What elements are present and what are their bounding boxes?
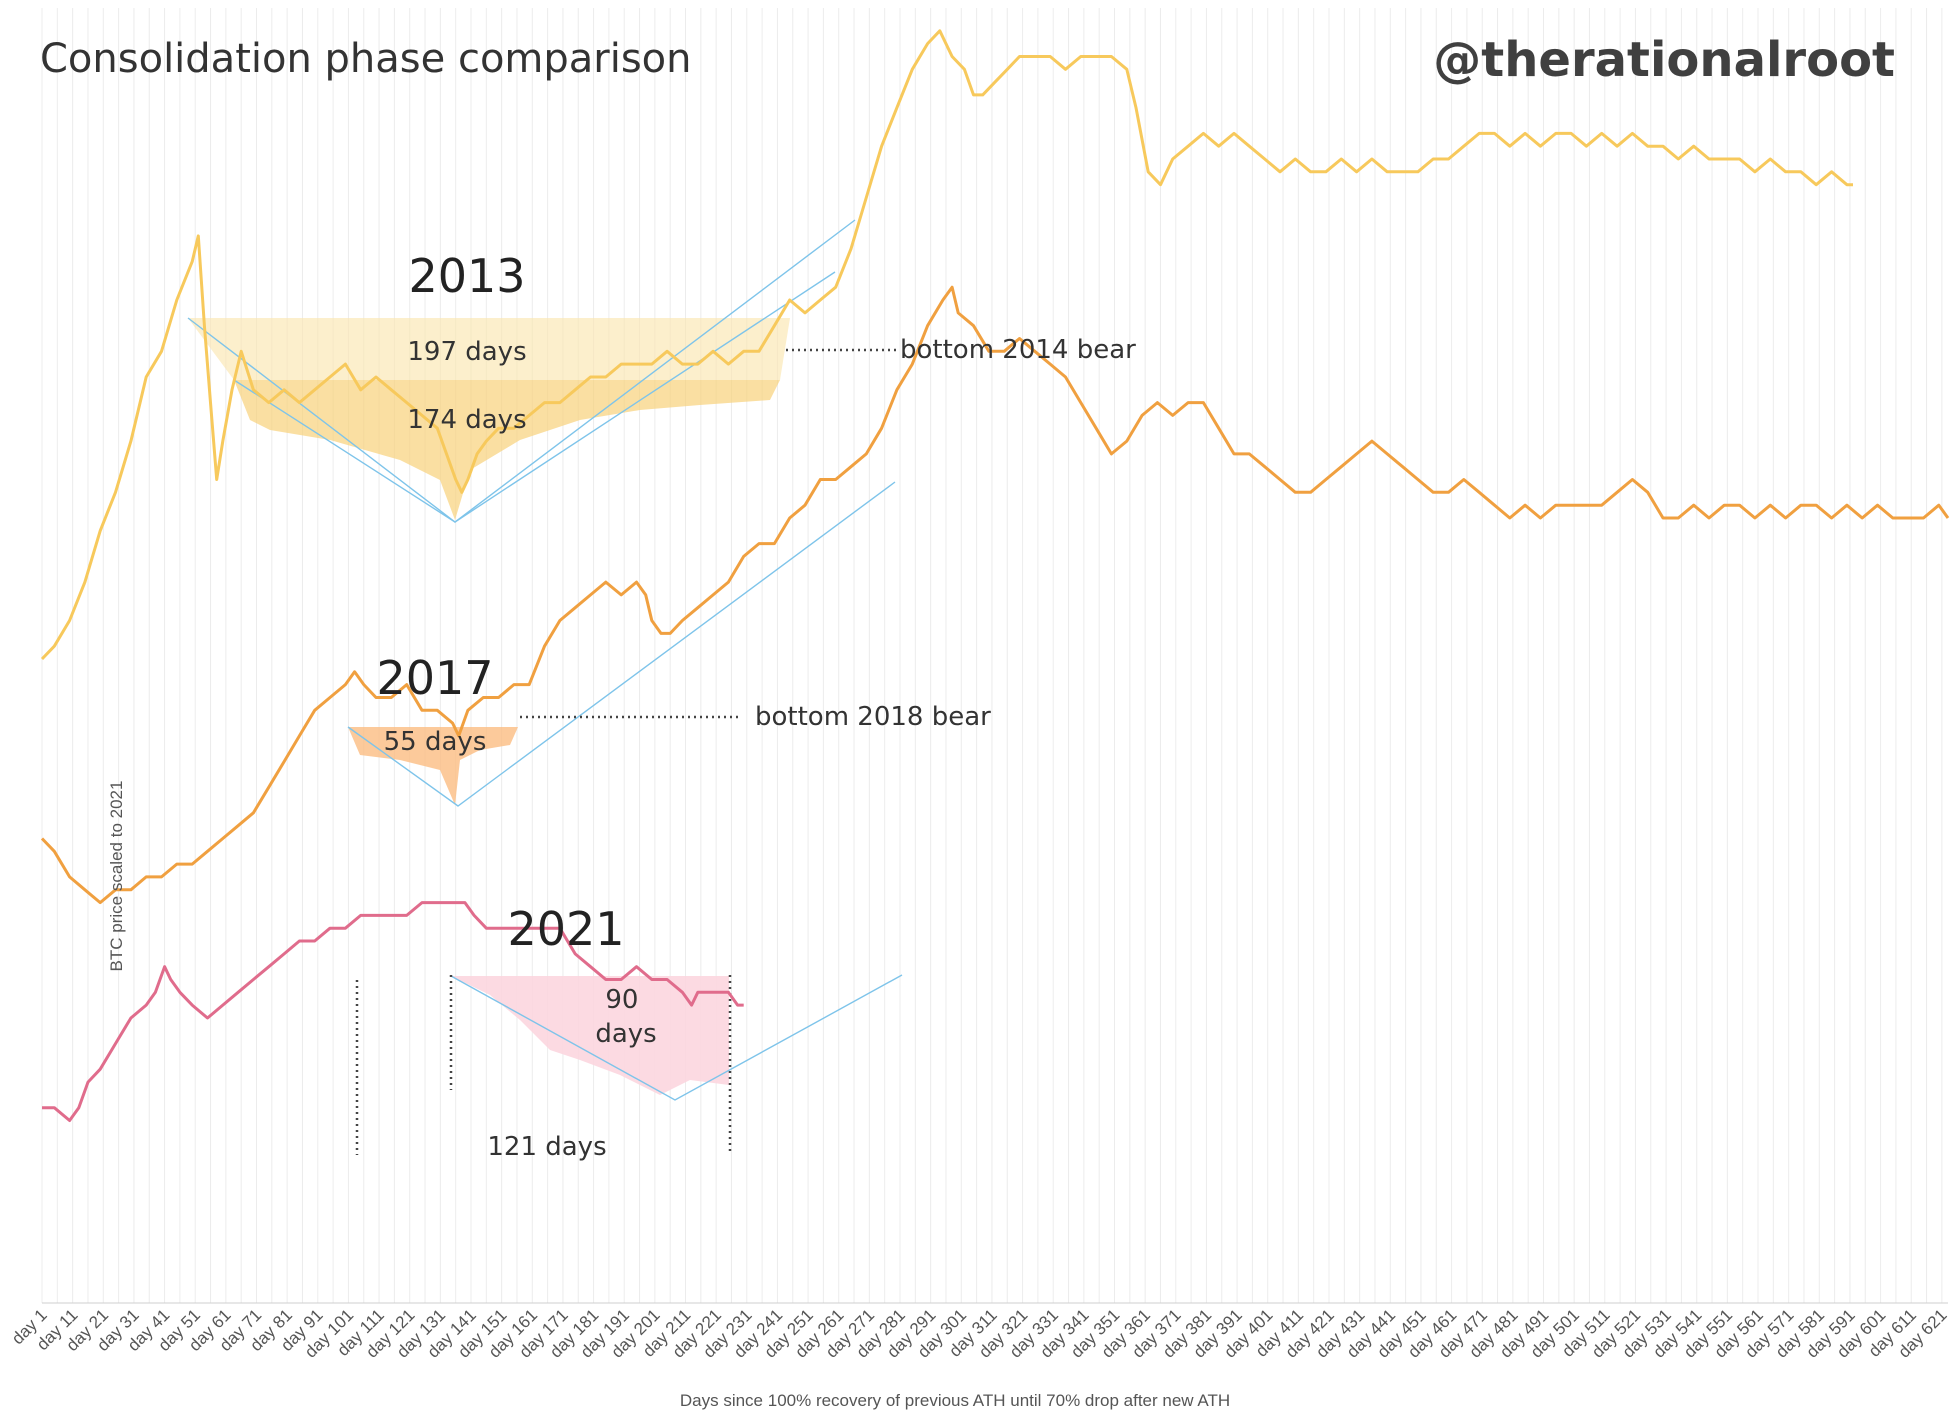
label-bottom-2014-bear: bottom 2014 bear	[900, 335, 1136, 365]
label-55-days: 55 days	[384, 727, 487, 757]
price-series	[40, 29, 1950, 1122]
guide-2017	[347, 481, 896, 807]
watermark-handle: @therationalroot	[1433, 32, 1895, 88]
label-2021: 2021	[507, 902, 624, 956]
y-axis-label: BTC price scaled to 2021	[107, 781, 126, 972]
series-line-2013	[40, 29, 1853, 661]
vertical-gridlines	[41, 8, 1948, 1304]
region-90-days	[451, 976, 729, 1095]
label-197-days: 197 days	[407, 337, 526, 367]
label-2013: 2013	[408, 249, 525, 303]
label-90-days-number: 90	[605, 985, 638, 1015]
label-121-days: 121 days	[487, 1132, 606, 1162]
label-90-days: 90 days	[595, 985, 656, 1049]
guide-2021	[450, 974, 903, 1101]
dotted-markers	[355, 348, 896, 1155]
x-axis-label: Days since 100% recovery of previous ATH…	[680, 1391, 1230, 1410]
label-2017: 2017	[376, 651, 493, 705]
guide-lines	[187, 219, 903, 1101]
series-line-2021	[42, 901, 744, 1122]
region-55-days	[348, 727, 518, 805]
region-174-days	[234, 380, 780, 520]
label-bottom-2018-bear: bottom 2018 bear	[755, 702, 991, 732]
chart-title: Consolidation phase comparison	[40, 36, 692, 82]
label-174-days: 174 days	[407, 405, 526, 435]
label-90-days-unit: days	[595, 1019, 656, 1049]
series-line-2017	[40, 285, 1950, 905]
